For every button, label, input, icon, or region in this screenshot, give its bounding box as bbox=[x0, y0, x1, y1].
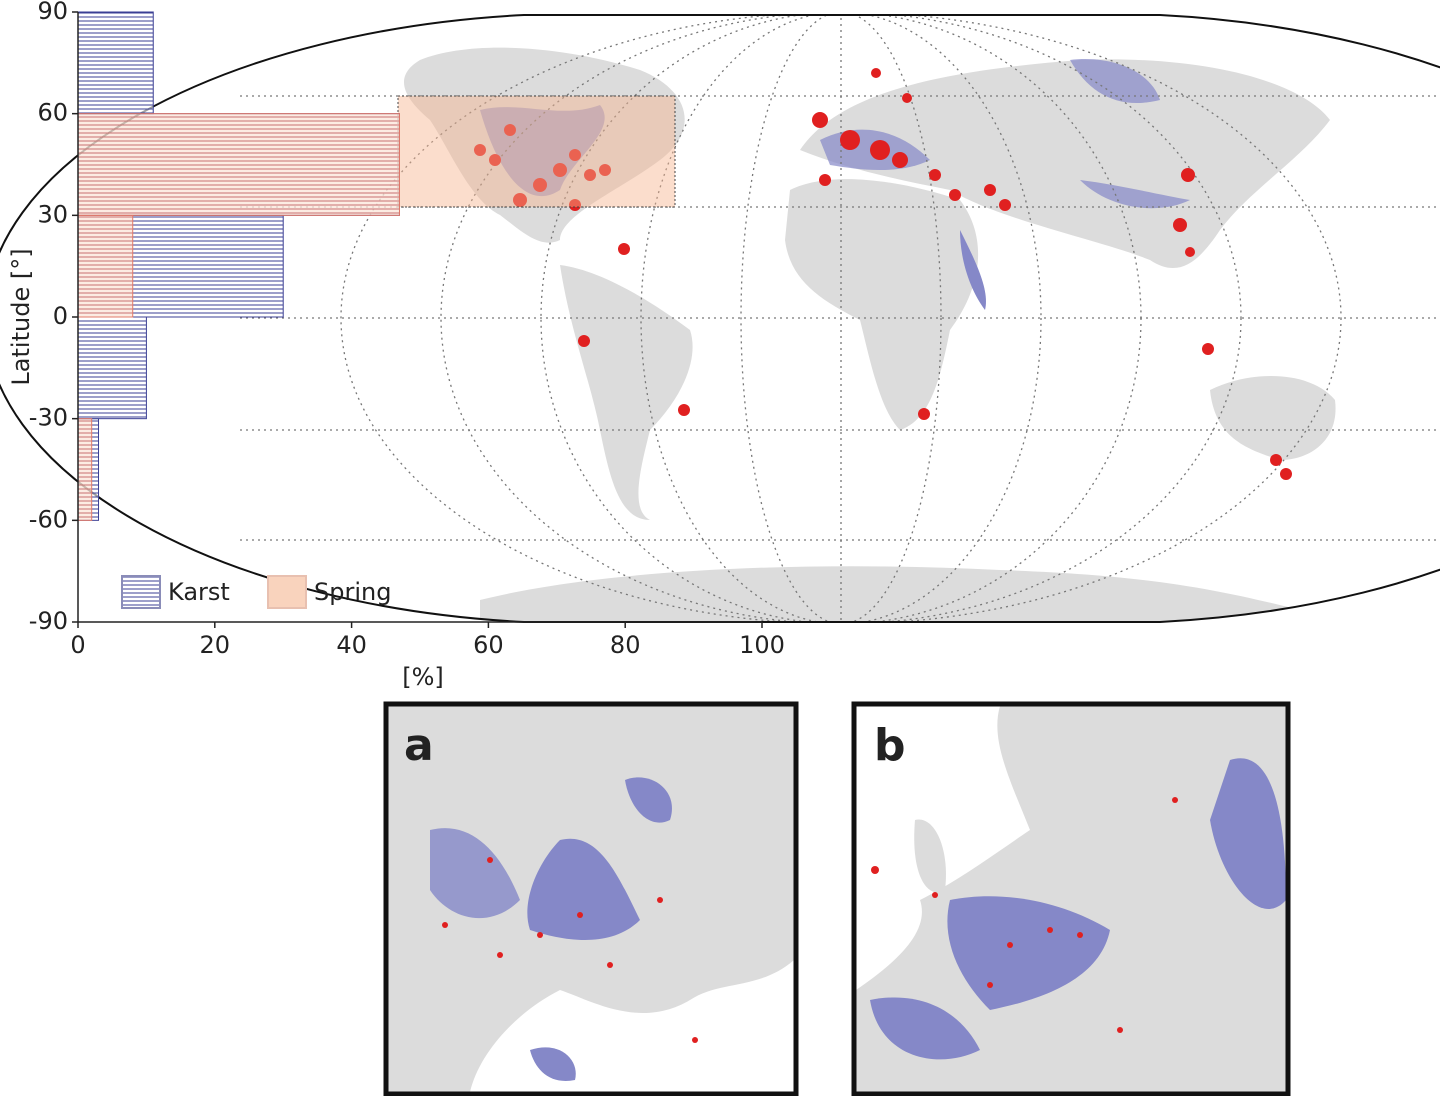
x-tick-label: 100 bbox=[739, 631, 785, 659]
y-tick-label: -60 bbox=[29, 505, 68, 533]
y-tick-label: 90 bbox=[37, 0, 68, 25]
x-tick-label: 20 bbox=[200, 631, 231, 659]
panel-label: a bbox=[404, 720, 434, 771]
x-tick-label: 40 bbox=[336, 631, 367, 659]
inset-europe: b bbox=[851, 701, 1291, 1096]
histogram-bar bbox=[77, 11, 154, 115]
x-tick-label: 0 bbox=[70, 631, 85, 659]
legend-swatch bbox=[121, 575, 161, 609]
x-tick-label: 60 bbox=[473, 631, 504, 659]
legend-label: Karst bbox=[168, 578, 230, 606]
x-axis-title: [%] bbox=[402, 663, 444, 691]
histogram-bar bbox=[77, 214, 134, 318]
x-tick-label: 80 bbox=[610, 631, 641, 659]
legend-swatch bbox=[267, 575, 307, 609]
histogram-bar bbox=[77, 113, 400, 216]
panel-label: b bbox=[874, 720, 906, 771]
inset-north-america: a bbox=[383, 701, 799, 1096]
y-tick-label: -90 bbox=[29, 607, 68, 635]
legend-label: Spring bbox=[314, 578, 391, 606]
y-tick-label: 30 bbox=[37, 200, 68, 228]
histogram-bar bbox=[77, 418, 93, 521]
y-tick-label: 0 bbox=[53, 302, 68, 330]
world-map bbox=[0, 14, 1440, 623]
y-tick-label: -30 bbox=[29, 404, 68, 432]
histogram-bar bbox=[77, 316, 147, 420]
y-axis-title: Latitude [°] bbox=[7, 248, 35, 385]
y-tick-label: 60 bbox=[37, 99, 68, 127]
